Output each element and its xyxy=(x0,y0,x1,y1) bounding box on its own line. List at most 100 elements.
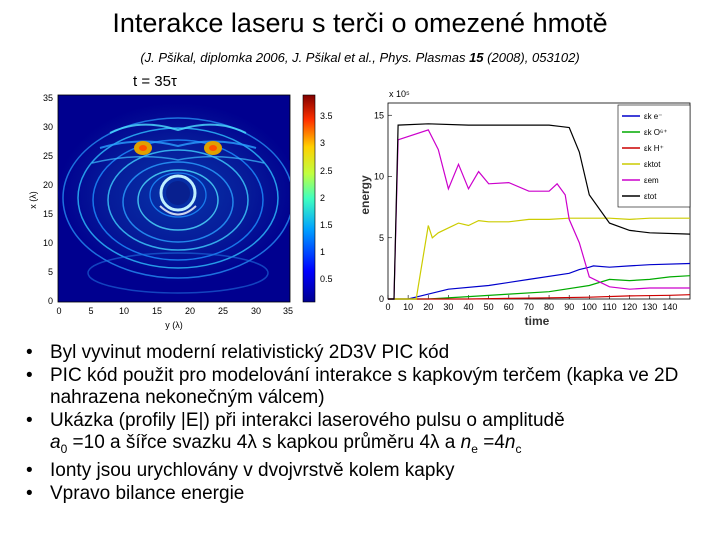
series-line-0 xyxy=(388,262,691,300)
legend-label: εk e⁻ xyxy=(644,112,662,121)
series-line-2 xyxy=(388,294,691,300)
colorbar-tick: 3.5 xyxy=(320,111,333,121)
map-y-tick: 35 xyxy=(43,93,53,103)
series-line-3 xyxy=(388,217,690,300)
var-nc: n xyxy=(504,432,516,453)
bullet-item: • Vpravo bilance energie xyxy=(22,483,712,506)
map-y-tick: 15 xyxy=(43,209,53,219)
bullet-marker: • xyxy=(26,342,33,363)
map-x-tick: 20 xyxy=(185,306,195,316)
chart-x-tick: 30 xyxy=(443,302,453,312)
chart-y-tick: 10 xyxy=(374,172,384,182)
bullet-text: Ionty jsou urychlovány v dvojvrstvě kole… xyxy=(50,460,455,482)
map-y-tick: 10 xyxy=(43,238,53,248)
chart-x-tick: 40 xyxy=(464,302,474,312)
bullet-item: • Byl vyvinut moderní relativistický 2D3V… xyxy=(22,342,712,365)
chart-x-tick: 100 xyxy=(582,302,597,312)
map-x-tick: 35 xyxy=(283,306,293,316)
colorbar-tick: 2.5 xyxy=(320,166,333,176)
legend-box xyxy=(617,104,691,208)
map-x-ticks: 0 5 10 15 20 25 30 35 xyxy=(56,306,293,316)
var-a-sub: 0 xyxy=(60,441,68,456)
series-line-5 xyxy=(388,123,691,300)
bullet-text-mid2: =4 xyxy=(477,432,505,453)
chart-x-tick: 140 xyxy=(662,302,677,312)
series-line-4 xyxy=(388,129,690,300)
var-n-sub: e xyxy=(471,441,478,456)
chart-x-ticks: 0 10 20 30 40 50 60 70 80 90 100 110 120 130 140 xyxy=(385,295,677,312)
bullet-marker: • xyxy=(26,409,33,431)
chart-x-tick: 90 xyxy=(564,302,574,312)
chart-x-tick: 130 xyxy=(642,302,657,312)
map-x-tick: 5 xyxy=(88,306,93,316)
map-y-ticks: 35 30 25 20 15 10 5 0 xyxy=(43,93,53,306)
map-y-tick: 20 xyxy=(43,180,53,190)
chart-x-tick: 50 xyxy=(484,302,494,312)
chart-series xyxy=(388,123,691,300)
legend-label: εem xyxy=(644,176,659,185)
bullet-marker: • xyxy=(26,460,33,482)
chart-y-label: energy xyxy=(358,175,372,215)
map-x-tick: 10 xyxy=(119,306,129,316)
var-a: a xyxy=(50,432,61,453)
bullet-item: • PIC kód použit pro modelování interakce… xyxy=(22,365,712,410)
map-x-tick: 30 xyxy=(251,306,261,316)
bullet-marker: • xyxy=(26,482,33,504)
chart-multiplier: x 10⁵ xyxy=(389,89,410,99)
legend-label: εtot xyxy=(644,192,657,201)
colorbar-tick: 1.5 xyxy=(320,220,333,230)
legend-label: εk O⁶⁺ xyxy=(644,128,668,137)
bullet-text-line1: Ukázka (profily |E|) při interakci laser… xyxy=(50,409,565,431)
map-x-tick: 0 xyxy=(56,306,61,316)
chart-y-tick: 5 xyxy=(379,233,384,243)
chart-y-tick: 15 xyxy=(374,110,384,120)
chart-x-label: time xyxy=(525,314,550,328)
chart-x-tick: 80 xyxy=(544,302,554,312)
bullet-text: Vpravo bilance energie xyxy=(50,482,245,504)
chart-legend: εk e⁻ εk O⁶⁺ εk H⁺ εktot εem εtot xyxy=(617,104,691,208)
var-n: n xyxy=(460,432,472,453)
colorbar-tick: 3 xyxy=(320,138,325,148)
bullet-item: • Ukázka (profily |E|) při interakci lase… xyxy=(22,410,712,461)
bullet-item: • Ionty jsou urychlovány v dvojvrstvě kol… xyxy=(22,460,712,483)
bullet-text: Byl vyvinut moderní relativistický 2D3V … xyxy=(50,342,450,363)
colorbar xyxy=(302,94,316,303)
field-map-figure: 35 30 25 20 15 10 5 0 0 5 10 15 20 25 30… xyxy=(28,93,333,330)
colorbar-tick: 0.5 xyxy=(320,274,333,284)
chart-x-tick: 60 xyxy=(504,302,514,312)
citation-post: (2008), 053102) xyxy=(483,50,580,65)
bullet-text: PIC kód použit pro modelování interakce … xyxy=(50,364,679,409)
colorbar-tick: 2 xyxy=(320,193,325,203)
time-label: t = 35τ xyxy=(133,73,177,90)
chart-x-tick: 70 xyxy=(524,302,534,312)
map-x-tick: 15 xyxy=(152,306,162,316)
legend-label: εk H⁺ xyxy=(644,144,664,153)
chart-x-tick: 10 xyxy=(403,302,413,312)
var-nc-sub: c xyxy=(515,441,522,456)
map-y-tick: 25 xyxy=(43,151,53,161)
slide-title: Interakce laseru s terči o omezené hmotě xyxy=(112,8,608,38)
citation-pre: (J. Pšikal, diplomka 2006, J. Pšikal et … xyxy=(140,50,470,65)
map-y-tick: 30 xyxy=(43,122,53,132)
chart-x-tick: 120 xyxy=(622,302,637,312)
chart-x-tick: 0 xyxy=(385,302,390,312)
map-y-tick: 0 xyxy=(48,296,53,306)
field-map-pattern xyxy=(58,103,290,294)
bullet-list: • Byl vyvinut moderní relativistický 2D3V… xyxy=(22,342,712,505)
legend-label: εktot xyxy=(644,160,661,169)
map-y-tick: 5 xyxy=(48,267,53,277)
citation-volume: 15 xyxy=(469,50,484,65)
map-x-tick: 25 xyxy=(218,306,228,316)
colorbar-ticks: 3.5 3 2.5 2 1.5 1 0.5 xyxy=(320,111,333,284)
chart-x-tick: 110 xyxy=(602,302,616,312)
series-line-1 xyxy=(388,275,691,300)
bullet-marker: • xyxy=(26,364,33,386)
colorbar-tick: 1 xyxy=(320,247,325,257)
chart-y-tick: 0 xyxy=(379,294,384,304)
map-y-label: x (λ) xyxy=(28,191,38,209)
chart-x-tick: 20 xyxy=(423,302,433,312)
bullet-text-mid: =10 a šířce svazku 4λ s kapkou průměru 4… xyxy=(67,432,461,453)
map-x-label: y (λ) xyxy=(165,320,183,330)
citation: (J. Pšikal, diplomka 2006, J. Pšikal et … xyxy=(0,50,720,65)
